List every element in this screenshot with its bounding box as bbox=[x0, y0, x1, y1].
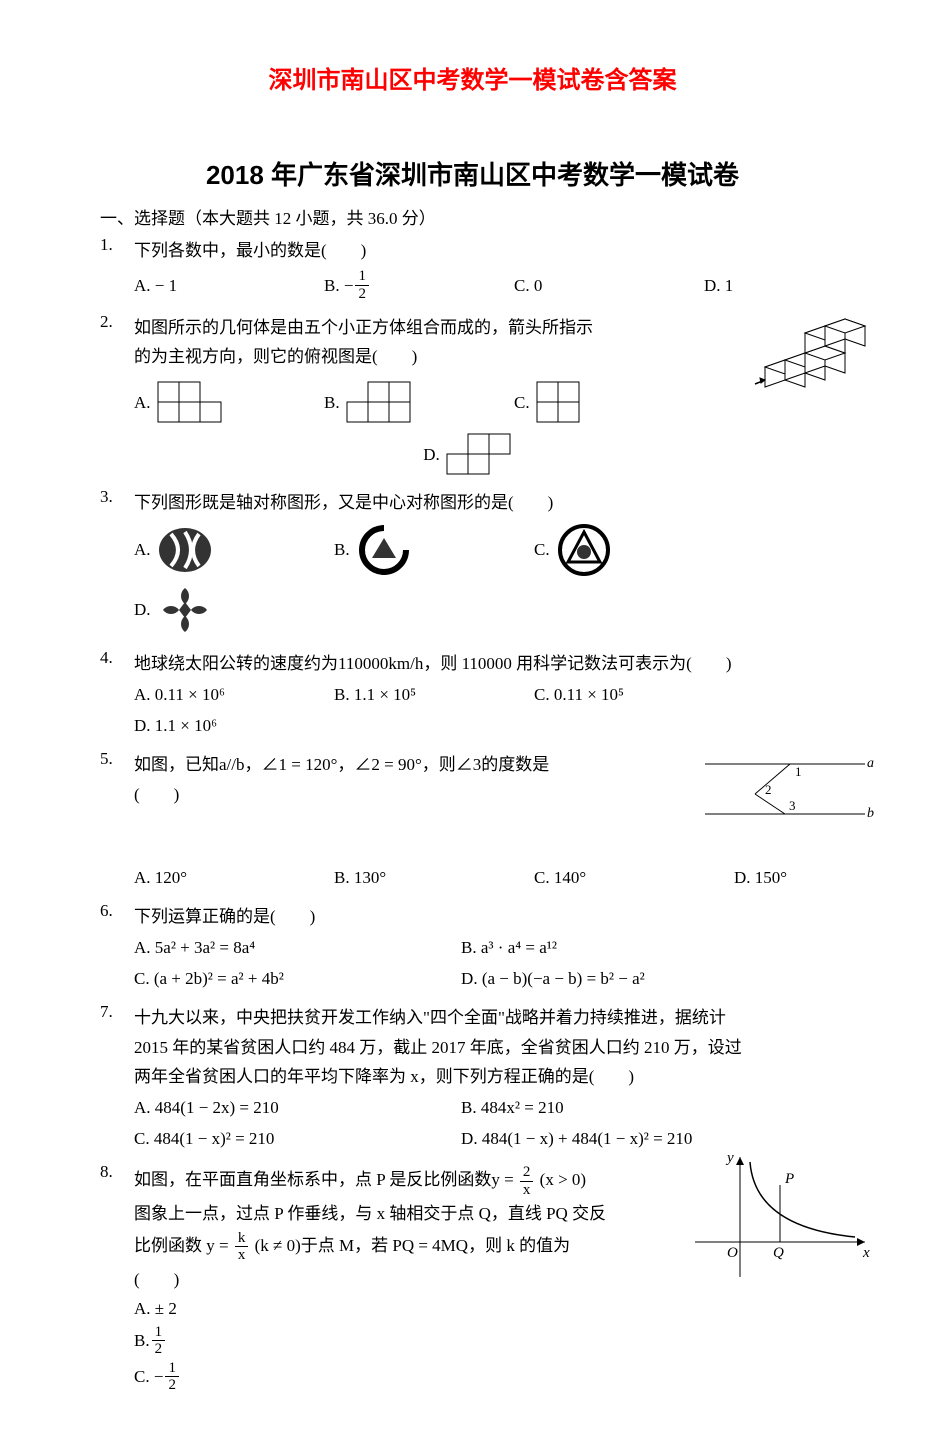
option-d: D. bbox=[423, 433, 516, 477]
question-4: 4. 地球绕太阳公转的速度约为110000km/h，则 110000 用科学记数… bbox=[100, 648, 845, 744]
option-c: C. 140° bbox=[534, 864, 694, 891]
q-text: 十九大以来，中央把扶贫开发工作纳入"四个全面"战略并着力持续推进，据统计 bbox=[134, 1004, 845, 1031]
option-a: A. ± 2 bbox=[134, 1295, 845, 1322]
option-d: D. 1.1 × 10⁶ bbox=[134, 712, 217, 739]
question-2: 2. 如图所示的几何体是由五个小正方体组合而成的，箭头所指示 的为主视方向，则它… bbox=[100, 312, 845, 480]
option-a: A. 0.11 × 10⁶ bbox=[134, 681, 294, 708]
option-b: B. bbox=[324, 381, 474, 425]
q-text: 下列各数中，最小的数是( ) bbox=[134, 237, 845, 264]
option-b: B. 130° bbox=[334, 864, 494, 891]
svg-text:Q: Q bbox=[773, 1245, 784, 1261]
option-d: D. 1 bbox=[704, 268, 733, 302]
question-8: 8. 如图，在平面直角坐标系中，点 P 是反比例函数y = 2x (x > 0)… bbox=[100, 1162, 845, 1396]
logo-d-icon bbox=[157, 582, 213, 638]
shape-option-a bbox=[157, 381, 227, 425]
q-number: 3. bbox=[100, 487, 134, 507]
q-number: 4. bbox=[100, 648, 134, 668]
doc-title: 2018 年广东省深圳市南山区中考数学一模试卷 bbox=[100, 155, 845, 192]
option-d: D. bbox=[134, 582, 213, 638]
isometric-cubes-figure bbox=[735, 312, 865, 392]
option-b: B. − 12 bbox=[324, 268, 474, 302]
q-number: 7. bbox=[100, 1002, 134, 1022]
q-number: 6. bbox=[100, 901, 134, 921]
option-a: A. bbox=[134, 522, 294, 578]
q-number: 2. bbox=[100, 312, 134, 332]
parallel-lines-figure: a b 1 2 3 bbox=[695, 744, 875, 834]
option-c: C. (a + 2b)² = a² + 4b² bbox=[134, 965, 461, 992]
q-text: 2015 年的某省贫困人口约 484 万，截止 2017 年底，全省贫困人口约 … bbox=[134, 1034, 845, 1061]
svg-text:a: a bbox=[867, 756, 874, 771]
svg-text:P: P bbox=[784, 1171, 794, 1187]
option-d: D. 150° bbox=[734, 864, 787, 891]
question-5: 5. 如图，已知a//b，∠1 = 120°，∠2 = 90°，则∠3的度数是 … bbox=[100, 749, 845, 895]
option-c: C. bbox=[534, 522, 694, 578]
doc-header: 深圳市南山区中考数学一模试卷含答案 bbox=[100, 60, 845, 95]
question-3: 3. 下列图形既是轴对称图形，又是中心对称图形的是( ) A. B. bbox=[100, 487, 845, 642]
question-7: 7. 十九大以来，中央把扶贫开发工作纳入"四个全面"战略并着力持续推进，据统计 … bbox=[100, 1002, 845, 1156]
option-a: A. 120° bbox=[134, 864, 294, 891]
q-number: 1. bbox=[100, 235, 134, 255]
svg-text:b: b bbox=[867, 806, 874, 821]
option-b: B. bbox=[334, 522, 494, 578]
option-d: D. (a − b)(−a − b) = b² − a² bbox=[461, 965, 788, 992]
logo-a-icon bbox=[157, 522, 213, 578]
exam-page: 深圳市南山区中考数学一模试卷含答案 2018 年广东省深圳市南山区中考数学一模试… bbox=[0, 0, 945, 1436]
option-a: A. bbox=[134, 381, 284, 425]
q-text: 两年全省贫困人口的年平均下降率为 x，则下列方程正确的是( ) bbox=[134, 1063, 845, 1090]
option-b: B. 1.1 × 10⁵ bbox=[334, 681, 494, 708]
option-a: A. − 1 bbox=[134, 268, 284, 302]
svg-text:x: x bbox=[862, 1245, 870, 1261]
logo-b-icon bbox=[356, 522, 412, 578]
question-6: 6. 下列运算正确的是( ) A. 5a² + 3a² = 8a⁴ B. a³ … bbox=[100, 901, 845, 997]
shape-option-c bbox=[536, 381, 606, 425]
shape-option-d bbox=[446, 433, 516, 477]
q-text: 下列运算正确的是( ) bbox=[134, 903, 845, 930]
q-text: 下列图形既是轴对称图形，又是中心对称图形的是( ) bbox=[134, 489, 845, 516]
svg-text:y: y bbox=[725, 1150, 734, 1166]
option-b: B. 484x² = 210 bbox=[461, 1094, 788, 1121]
option-c: C. 0 bbox=[514, 268, 664, 302]
option-c: C. − 12 bbox=[134, 1360, 845, 1394]
option-c: C. 0.11 × 10⁵ bbox=[534, 681, 694, 708]
svg-text:1: 1 bbox=[795, 764, 802, 779]
svg-text:2: 2 bbox=[765, 782, 772, 797]
coordinate-graph-figure: y x O P Q bbox=[685, 1147, 875, 1287]
q-text: 地球绕太阳公转的速度约为110000km/h，则 110000 用科学记数法可表… bbox=[134, 650, 845, 677]
option-c: C. 484(1 − x)² = 210 bbox=[134, 1125, 461, 1152]
svg-text:O: O bbox=[727, 1245, 738, 1261]
q-number: 5. bbox=[100, 749, 134, 769]
logo-c-icon bbox=[556, 522, 612, 578]
option-a: A. 5a² + 3a² = 8a⁴ bbox=[134, 934, 461, 961]
svg-text:3: 3 bbox=[789, 798, 796, 813]
option-b: B. 12 bbox=[134, 1324, 845, 1358]
option-c: C. bbox=[514, 381, 664, 425]
option-b: B. a³ · a⁴ = a¹² bbox=[461, 934, 788, 961]
question-1: 1. 下列各数中，最小的数是( ) A. − 1 B. − 12 C. 0 D.… bbox=[100, 235, 845, 306]
q-number: 8. bbox=[100, 1162, 134, 1182]
option-a: A. 484(1 − 2x) = 210 bbox=[134, 1094, 461, 1121]
shape-option-b bbox=[346, 381, 416, 425]
section-heading: 一、选择题（本大题共 12 小题，共 36.0 分） bbox=[100, 204, 845, 229]
